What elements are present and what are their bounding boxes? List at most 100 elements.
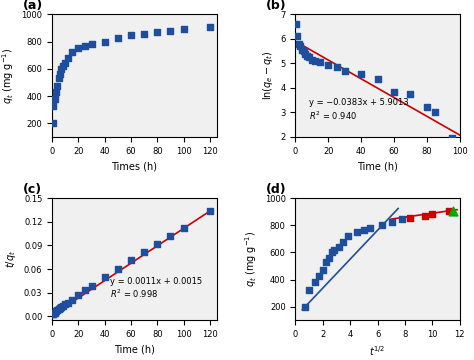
Point <box>57 304 65 310</box>
Point <box>180 27 187 32</box>
Point <box>56 71 64 77</box>
Point <box>62 60 69 66</box>
Point <box>81 44 89 49</box>
Point <box>52 308 60 314</box>
Point <box>374 76 382 82</box>
Point <box>325 62 332 67</box>
Point <box>431 109 439 115</box>
Point <box>54 84 61 89</box>
Text: $R^2$ = 0.998: $R^2$ = 0.998 <box>109 288 158 300</box>
Point <box>378 222 386 228</box>
Point <box>101 274 109 280</box>
Point <box>333 64 340 70</box>
Point <box>303 53 310 59</box>
Y-axis label: $\ln(q_e - q_t)$: $\ln(q_e - q_t)$ <box>261 51 275 100</box>
Point <box>68 50 76 55</box>
Point <box>74 45 82 51</box>
Point <box>406 215 414 221</box>
Point <box>154 29 161 35</box>
Point <box>421 213 429 219</box>
Point <box>316 59 324 65</box>
Point <box>167 28 174 33</box>
Point <box>88 284 95 289</box>
Point <box>297 43 304 49</box>
Point <box>301 304 309 310</box>
X-axis label: Time (h): Time (h) <box>357 161 398 171</box>
Point <box>140 31 148 37</box>
Y-axis label: $q_t$ (mg g$^{-1}$): $q_t$ (mg g$^{-1}$) <box>243 231 259 287</box>
Text: (a): (a) <box>23 0 43 12</box>
Point <box>49 312 56 318</box>
Point <box>448 135 456 141</box>
Point <box>360 227 368 233</box>
Point <box>50 103 57 109</box>
Point <box>55 306 63 312</box>
Point <box>56 305 64 311</box>
Point <box>407 91 414 97</box>
Point <box>206 208 214 214</box>
Point <box>292 21 300 27</box>
Point <box>390 89 398 94</box>
Point <box>308 57 316 63</box>
Point <box>68 297 76 303</box>
Point <box>298 47 306 53</box>
Point <box>88 41 95 47</box>
Text: (c): (c) <box>23 183 42 195</box>
Point <box>300 48 308 54</box>
Point <box>322 259 330 265</box>
Point <box>311 279 319 285</box>
Point <box>315 273 323 278</box>
Point <box>423 104 431 110</box>
Point <box>330 247 338 253</box>
X-axis label: Time (h): Time (h) <box>114 345 155 355</box>
Point <box>51 310 59 315</box>
Text: y = 0.0011x + 0.0015: y = 0.0011x + 0.0015 <box>109 277 202 286</box>
Text: $R^2$ = 0.940: $R^2$ = 0.940 <box>309 109 357 122</box>
Point <box>51 96 59 102</box>
Point <box>52 89 60 95</box>
Point <box>325 255 333 261</box>
Point <box>389 219 396 225</box>
Point <box>59 63 66 69</box>
Point <box>49 120 56 126</box>
Point <box>140 249 148 255</box>
Point <box>74 292 82 298</box>
Point <box>54 307 61 312</box>
Point <box>127 33 135 39</box>
Point <box>101 39 109 45</box>
Point <box>295 41 302 47</box>
Point <box>293 33 301 39</box>
Point <box>328 249 336 255</box>
Point <box>428 211 436 217</box>
Point <box>335 244 343 250</box>
Point <box>55 76 63 81</box>
Point <box>59 303 66 309</box>
Point <box>50 311 57 317</box>
Point <box>341 68 348 73</box>
Point <box>367 225 374 231</box>
Point <box>64 55 72 61</box>
Y-axis label: $t/q_t$: $t/q_t$ <box>4 250 18 268</box>
Point <box>57 66 65 72</box>
Y-axis label: $q_t$ (mg g$^{-1}$): $q_t$ (mg g$^{-1}$) <box>0 48 16 104</box>
Point <box>398 216 405 222</box>
Point <box>167 233 174 239</box>
Point <box>311 58 319 64</box>
Point <box>305 54 312 60</box>
Point <box>62 301 69 307</box>
Point <box>305 287 313 293</box>
Point <box>339 239 346 244</box>
X-axis label: Times (h): Times (h) <box>111 161 157 171</box>
Point <box>114 35 122 41</box>
Point <box>449 208 457 214</box>
Point <box>319 267 327 273</box>
Text: (b): (b) <box>266 0 286 12</box>
Point <box>180 225 187 231</box>
Point <box>353 229 360 235</box>
Point <box>127 257 135 263</box>
Point <box>154 241 161 247</box>
Point <box>114 266 122 272</box>
Point <box>206 24 214 30</box>
Point <box>81 288 89 293</box>
Text: (d): (d) <box>266 183 286 195</box>
